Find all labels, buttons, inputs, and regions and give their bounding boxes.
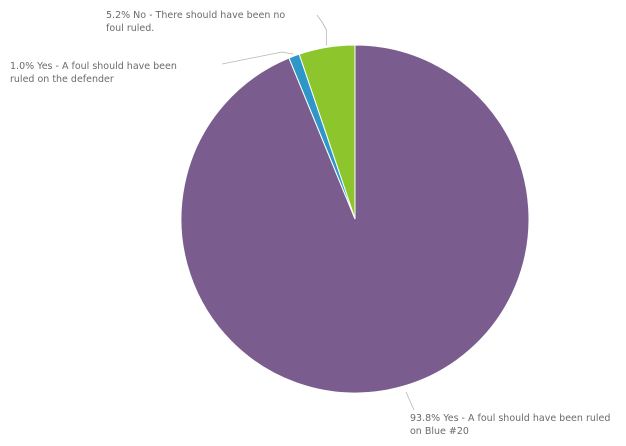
leader-lines [221, 14, 415, 411]
slice-label-no-foul: 5.2% No - There should have been no foul… [106, 10, 286, 34]
slice-label-foul-blue-20: 93.8% Yes - A foul should have been rule… [410, 413, 611, 437]
slice-label-foul-defender: 1.0% Yes - A foul should have been ruled… [10, 61, 177, 85]
leader-line-blue-20 [405, 391, 415, 411]
leader-line-no-foul [316, 14, 327, 46]
leader-line-defender [221, 51, 294, 65]
pie-slice-yes-blue-20 [180, 44, 530, 394]
pie-slices [180, 44, 530, 394]
